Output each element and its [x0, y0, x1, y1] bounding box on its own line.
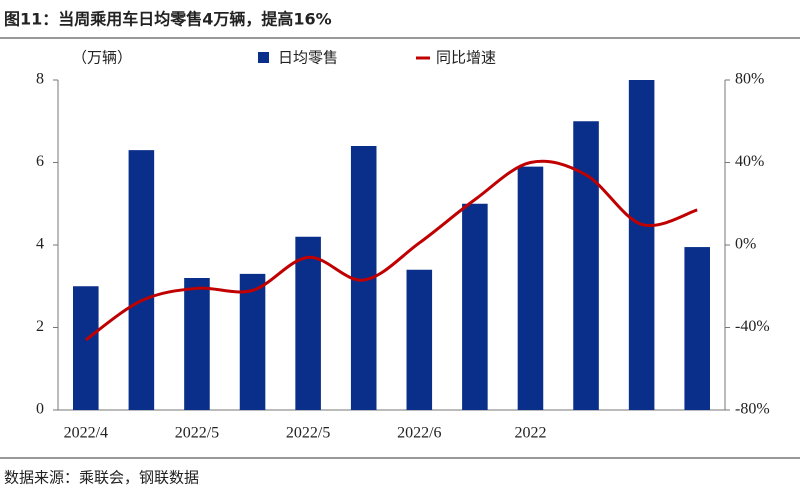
bar: [295, 236, 321, 410]
bar: [184, 278, 210, 410]
x-tick-label: 2022: [514, 425, 546, 442]
y-tick-label: 0: [36, 401, 44, 418]
y-tick-label: 8: [36, 71, 44, 88]
bar: [628, 80, 655, 410]
legend-label: 同比增速: [436, 49, 496, 67]
x-tick-label: 2022/5: [175, 425, 219, 442]
y2-tick-label: 80%: [735, 71, 764, 88]
bar: [406, 269, 433, 410]
bar: [73, 286, 99, 410]
line: [84, 159, 698, 342]
y2-tick-label: -40%: [735, 318, 770, 335]
bar: [573, 121, 599, 410]
y-tick-label: 4: [36, 236, 44, 253]
y-tick-label: 2: [36, 318, 44, 335]
y-tick-label: 6: [36, 153, 44, 170]
y2-tick-label: -80%: [735, 401, 770, 418]
x-tick-label: 2022/6: [397, 425, 441, 442]
chart-title: 图11：当周乘用车日均零售4万辆，提高16%: [4, 10, 332, 29]
legend-label: 日均零售: [278, 49, 338, 67]
source: 数据来源：乘联会，钢联数据: [4, 469, 199, 487]
x-tick-label: 2022/5: [286, 425, 330, 442]
y-axis-label: （万辆）: [72, 49, 132, 67]
bar: [239, 273, 266, 410]
y2-tick-label: 0%: [735, 236, 756, 253]
bar: [462, 203, 488, 410]
bar: [684, 247, 710, 410]
bar: [517, 166, 544, 410]
y2-tick-label: 40%: [735, 153, 764, 170]
bar: [128, 150, 155, 410]
x-tick-label: 2022/4: [64, 425, 108, 442]
legend-swatch: [258, 52, 269, 63]
